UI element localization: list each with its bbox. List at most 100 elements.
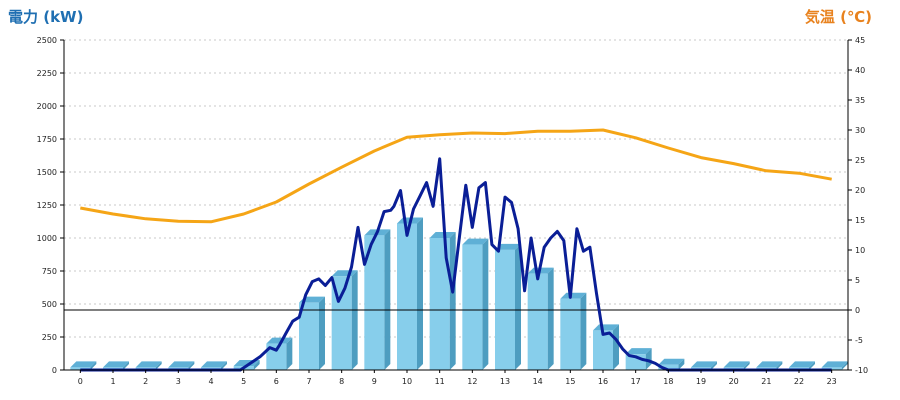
grid-layer [64,39,848,338]
power-bar-front [364,235,385,370]
left-tick-label: 2250 [37,69,57,78]
power-bar-front [462,244,483,370]
power-bar-top [821,361,848,368]
right-tick-label: 15 [855,216,865,225]
x-tick-label: 5 [241,377,246,386]
power-bar-front [266,343,287,370]
bar-layer [70,217,848,370]
power-bar-side [645,348,652,370]
left-tick-label: 0 [52,366,57,375]
x-tick-label: 20 [729,377,739,386]
axis-layer: 02505007501000125015001750200022502500-1… [37,36,868,386]
x-tick-label: 22 [794,377,804,386]
power-bar-side [613,324,619,370]
x-tick-label: 6 [274,377,279,386]
right-tick-label: -5 [855,336,863,345]
left-tick-label: 750 [42,267,57,276]
power-bar [495,243,521,370]
right-tick-label: 25 [855,156,865,165]
left-tick-label: 500 [42,300,57,309]
x-tick-label: 3 [176,377,181,386]
power-bar-top [789,361,815,368]
right-tick-label: 0 [855,306,860,315]
x-tick-label: 23 [827,377,837,386]
power-bar-side [417,217,423,370]
power-bar-side [188,361,195,370]
power-bar-top [103,361,129,368]
power-bar-front [527,273,548,370]
power-bar-side [547,267,554,370]
x-tick-label: 15 [565,377,575,386]
right-tick-label: 10 [855,246,865,255]
power-bar-side [90,361,97,370]
power-bar-top [658,358,685,365]
right-tick-label: 35 [855,96,865,105]
power-bar [429,232,456,370]
power-bar-front [658,364,679,370]
power-bar-side [384,229,391,370]
x-tick-label: 11 [435,377,445,386]
power-line [80,157,832,372]
power-bar-side [580,292,587,370]
power-bar-side [221,361,227,370]
power-bar [299,296,325,370]
x-tick-label: 16 [598,377,608,386]
power-bar-side [809,361,815,370]
power-bar-top [462,238,489,245]
x-tick-label: 0 [78,377,83,386]
power-bar-front [560,298,581,370]
power-bar-top [560,292,587,299]
power-bar [462,238,489,370]
left-tick-label: 1250 [37,201,57,210]
x-tick-label: 18 [663,377,673,386]
x-tick-label: 2 [143,377,148,386]
power-bar [266,337,293,370]
right-tick-label: 5 [855,276,860,285]
power-bar-top [266,337,293,344]
power-bar-side [678,358,685,370]
line-layer [80,128,832,372]
left-tick-label: 1750 [37,135,57,144]
x-tick-label: 1 [110,377,115,386]
power-bar-top [625,348,652,355]
power-bar-side [449,232,456,370]
right-tick-label: 45 [855,36,865,45]
right-tick-label: 30 [855,126,865,135]
power-bar-side [351,270,358,370]
power-bar-side [286,337,293,370]
power-bar-side [319,296,325,370]
x-tick-label: 8 [339,377,344,386]
x-tick-label: 13 [500,377,510,386]
x-tick-label: 17 [631,377,641,386]
right-tick-label: 20 [855,186,865,195]
power-bar-top [135,361,162,368]
power-bar-top [723,361,750,368]
left-tick-label: 1500 [37,168,57,177]
power-bar-top [429,232,456,238]
power-bar-side [515,243,521,370]
left-tick-label: 1000 [37,234,57,243]
power-bar-top [593,324,619,331]
x-tick-label: 7 [306,377,311,386]
power-bar [527,267,554,370]
x-tick-label: 9 [372,377,377,386]
power-bar [560,292,587,370]
power-bar-top [70,361,97,368]
power-bar-top [168,361,195,368]
x-tick-label: 19 [696,377,706,386]
power-bar-front [397,223,417,370]
x-tick-label: 10 [402,377,412,386]
power-bar-top [201,361,227,368]
x-tick-label: 12 [467,377,477,386]
power-bar [593,324,619,370]
x-tick-label: 14 [533,377,543,386]
power-bar [658,358,685,370]
power-bar-side [155,361,162,370]
right-tick-label: -10 [855,366,868,375]
power-bar-side [841,361,848,370]
power-bar-side [123,361,129,370]
power-bar-side [482,238,489,370]
power-bar-side [711,361,717,370]
power-bar-top [756,361,783,368]
